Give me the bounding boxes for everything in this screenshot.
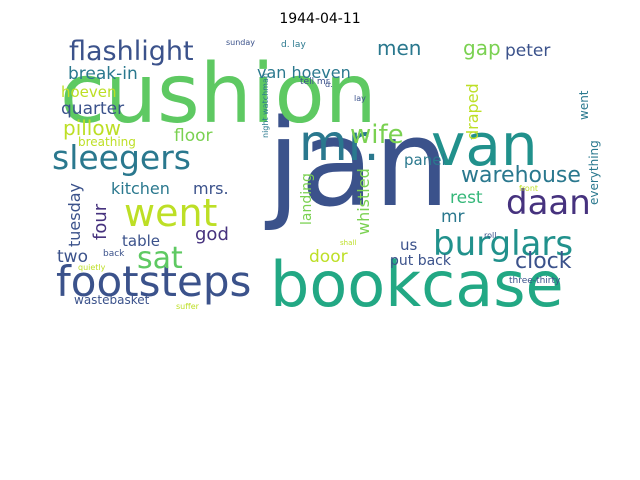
word-warehouse: warehouse	[461, 163, 581, 188]
word-went-small: went	[577, 90, 591, 120]
word-wife: wife	[350, 120, 404, 150]
word-quarter: quarter	[61, 99, 124, 119]
word-night-watchman: night watchman	[261, 73, 270, 138]
word-mrs: mrs.	[193, 179, 229, 198]
word-suffer: suffer	[176, 302, 200, 311]
word-floor: floor	[174, 126, 213, 146]
word-shall: shall	[340, 239, 356, 247]
figure-title: 1944-04-11	[279, 11, 361, 27]
word-roll: roll	[484, 231, 496, 240]
word-d-lay: d. lay	[281, 40, 306, 50]
word-us: us	[400, 236, 418, 254]
word-draped: draped	[463, 83, 482, 140]
word-god: god	[195, 224, 229, 245]
word-tuesday: tuesday	[65, 183, 84, 247]
word-flashlight: flashlight	[69, 36, 194, 67]
word-jan: jan	[264, 95, 450, 234]
word-burglars: burglars	[433, 224, 573, 264]
word-rest: rest	[450, 188, 483, 208]
word-mr: mr	[441, 207, 465, 227]
word-gap: gap	[463, 36, 501, 60]
word-wastebasket: wastebasket	[74, 293, 150, 307]
word-four: four	[90, 203, 111, 240]
word-two: two	[57, 247, 88, 267]
word-footsteps: footsteps	[56, 257, 251, 306]
word-break-in: break-in	[68, 64, 138, 84]
word-peter: peter	[505, 41, 550, 61]
word-door: door	[309, 247, 348, 267]
word-everything: everything	[587, 140, 601, 205]
word-tell-mr: tell mr.	[300, 77, 331, 87]
word-van: van	[431, 111, 538, 179]
word-went: went	[124, 191, 217, 235]
word-clock: clock	[515, 249, 572, 274]
word-cushion: cushion	[60, 47, 377, 142]
word-quietly: quietly	[78, 263, 106, 272]
word-sat: sat	[137, 241, 183, 276]
word-whistled: whistled	[354, 168, 373, 235]
cloud-canvas	[41, 35, 603, 325]
word-landing: landing	[299, 173, 315, 225]
word-lay: lay	[354, 94, 366, 103]
word-pillow: pillow	[63, 116, 121, 140]
word-breathing: breathing	[78, 135, 136, 149]
word-mr-dot: mr.	[299, 114, 380, 172]
word-table: table	[122, 232, 160, 250]
word-daan: daan	[506, 183, 591, 223]
word-men: men	[377, 36, 421, 60]
word-put-back: put back	[390, 253, 452, 269]
word-d: d.	[325, 80, 333, 89]
word-back: back	[103, 249, 125, 259]
word-three-thirty: three-thirty	[509, 276, 561, 286]
word-sunday: sunday	[226, 38, 255, 47]
word-van-hoeven: van hoeven	[257, 63, 351, 82]
word-front: front	[519, 184, 538, 193]
word-panel: panel	[404, 151, 446, 169]
word-sleegers: sleegers	[52, 138, 191, 177]
word-bookcase: bookcase	[270, 248, 564, 321]
word-kitchen: kitchen	[111, 179, 170, 198]
word-hoeven: hoeven	[61, 83, 117, 101]
